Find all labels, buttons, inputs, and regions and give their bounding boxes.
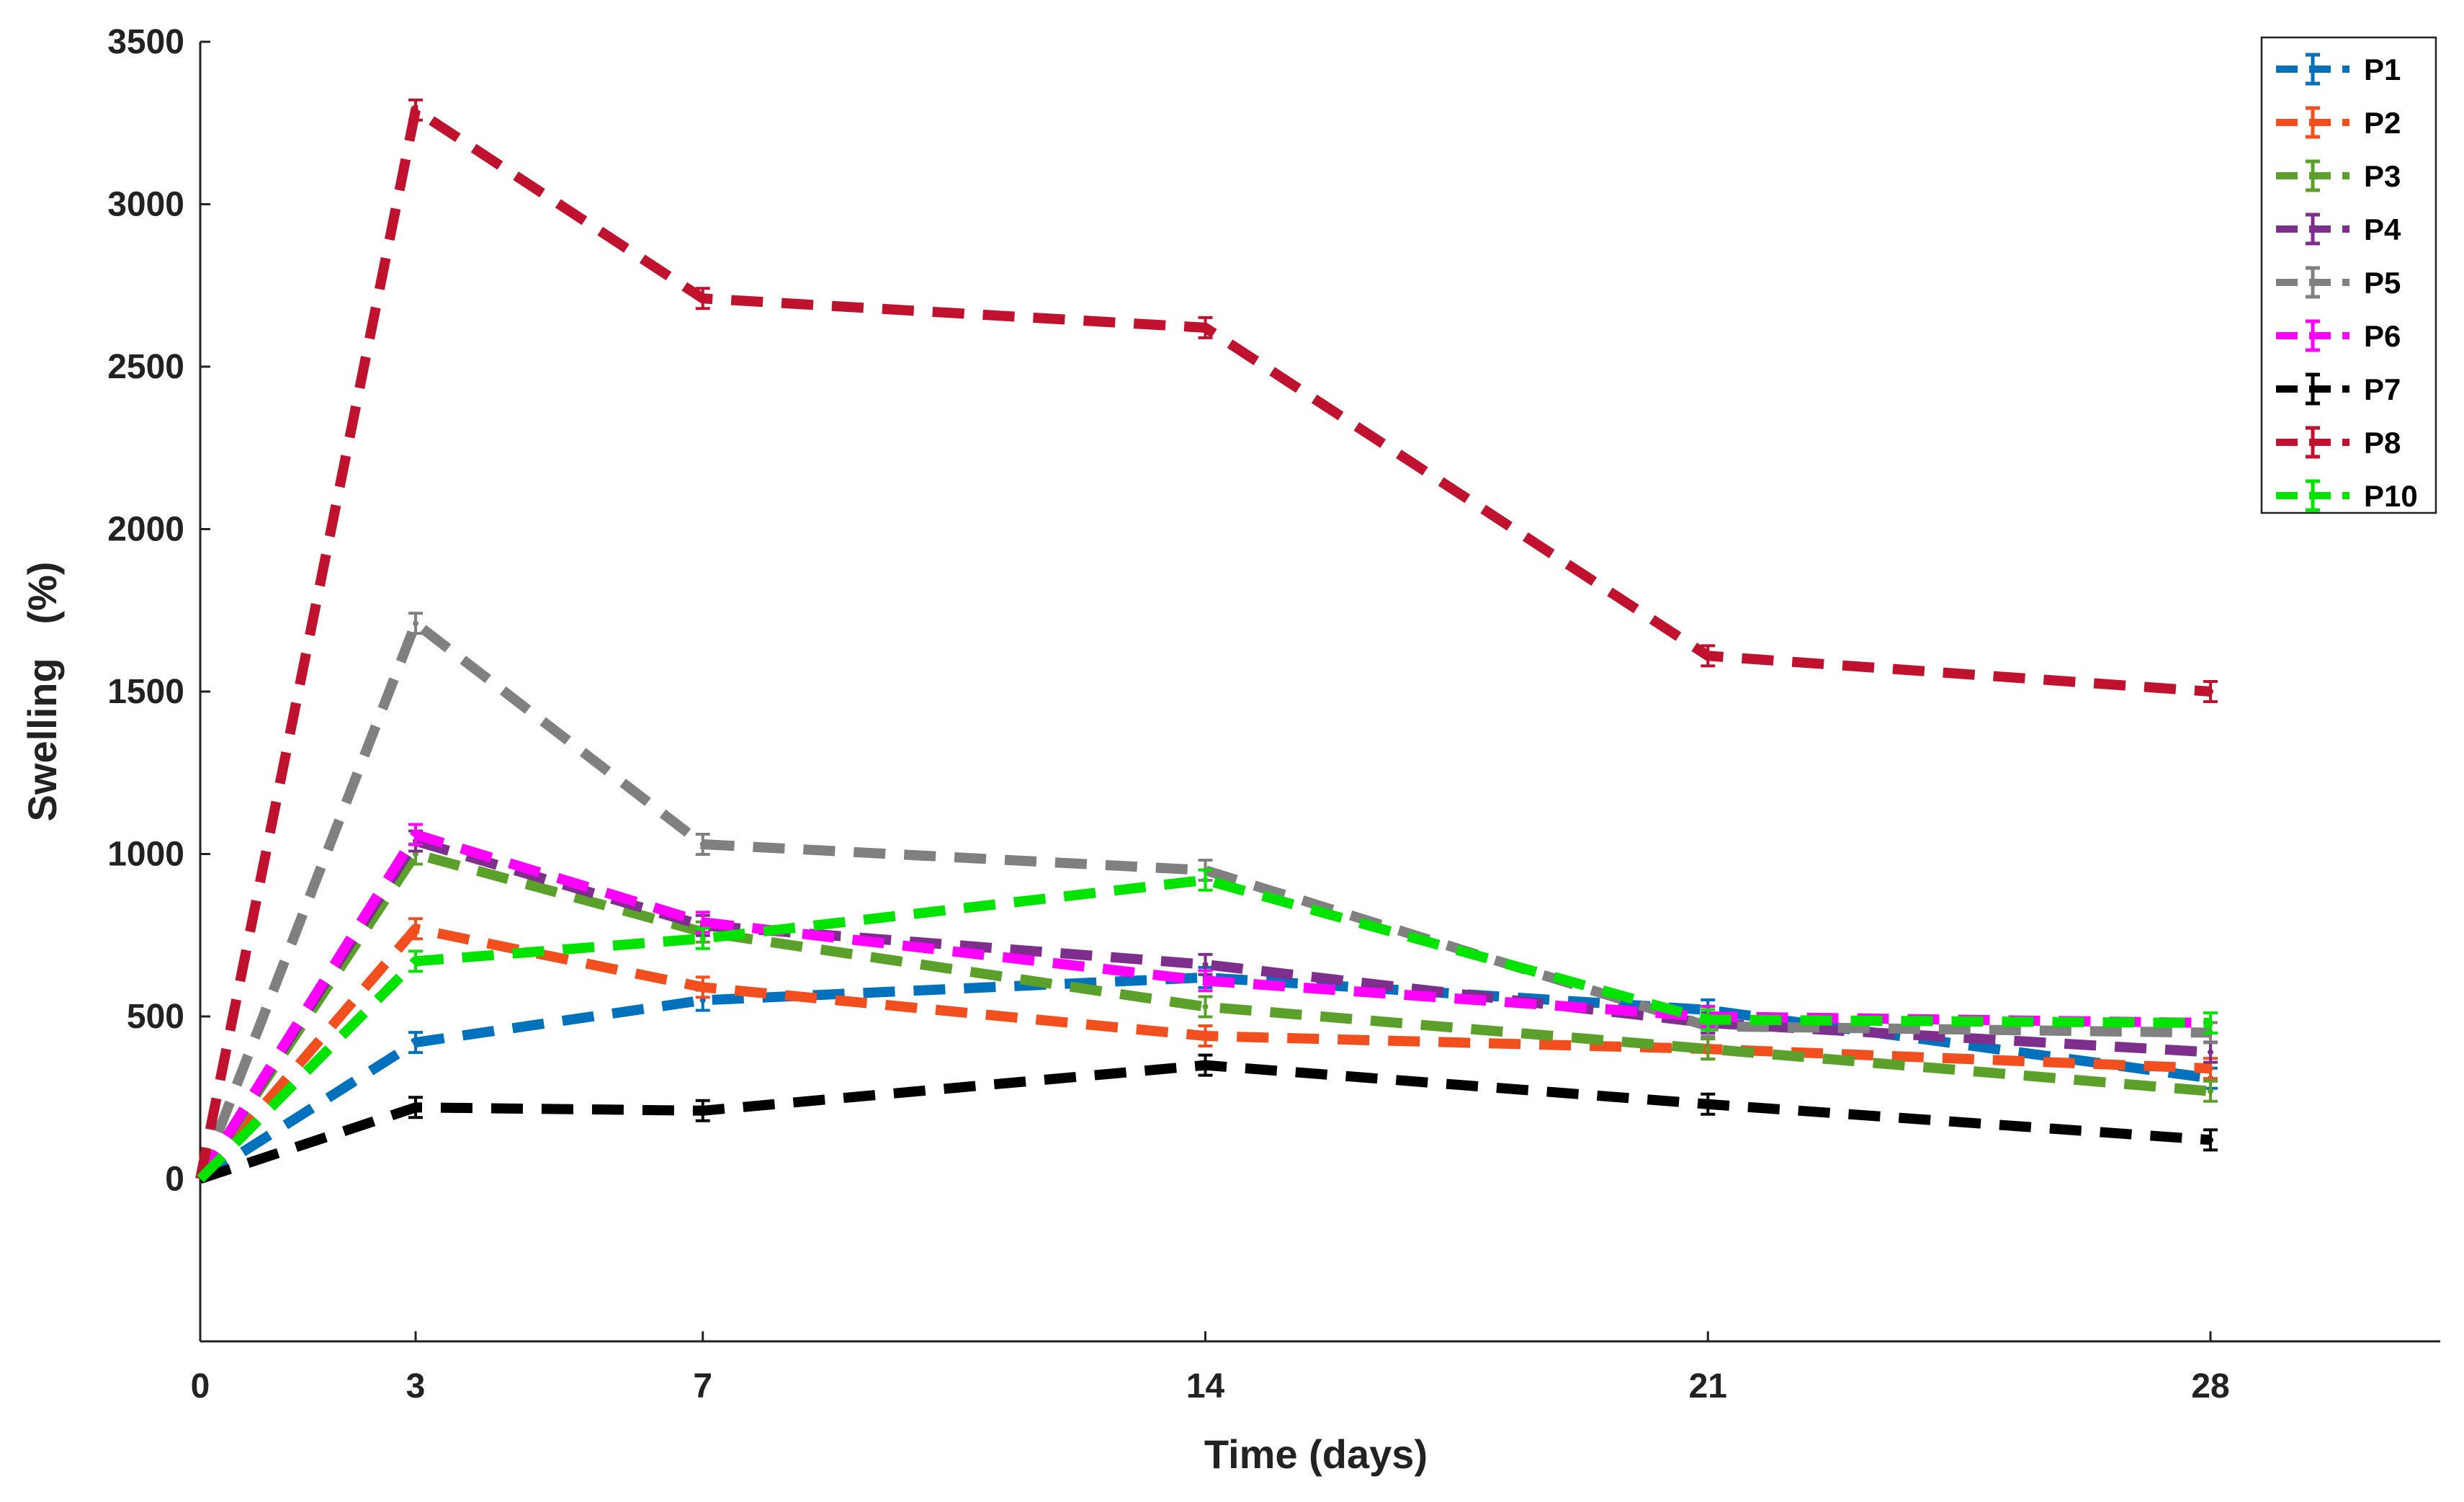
- x-tick-label: 28: [2191, 1367, 2229, 1405]
- data-point-p10: [413, 958, 419, 965]
- legend-label-p2: P2: [2364, 106, 2401, 140]
- y-tick-label: 2000: [107, 511, 184, 549]
- data-point-p2: [699, 984, 706, 991]
- data-point-p10: [1202, 877, 1209, 883]
- y-tick-label: 3500: [107, 23, 184, 61]
- legend-label-p4: P4: [2364, 213, 2401, 246]
- data-point-p5: [699, 841, 706, 847]
- series-line-p5: [195, 618, 2211, 1181]
- series-line-p10: [197, 875, 2211, 1183]
- legend-label-p6: P6: [2364, 319, 2401, 353]
- data-point-p4: [1202, 961, 1209, 967]
- data-point-p8: [1202, 324, 1209, 331]
- data-point-p10: [2208, 1020, 2214, 1027]
- y-tick-label: 3000: [107, 186, 184, 224]
- series-line-p1: [197, 972, 2211, 1184]
- legend-entry-p3: P3: [2276, 159, 2401, 193]
- data-point-p3: [1705, 1046, 1711, 1052]
- legend-entry-p6: P6: [2276, 319, 2401, 353]
- data-point-p7: [413, 1104, 419, 1111]
- data-point-p3: [1202, 1003, 1209, 1010]
- y-tick-label: 1000: [107, 836, 184, 874]
- data-point-p6: [413, 831, 419, 838]
- data-point-p10: [1705, 1016, 1711, 1023]
- data-point-p5: [413, 620, 419, 627]
- legend-entry-p2: P2: [2276, 106, 2401, 140]
- series-line-p3: [196, 849, 2211, 1182]
- data-point-p8: [1705, 653, 1711, 659]
- legend-entry-p10: P10: [2276, 479, 2418, 513]
- data-point-p1: [699, 997, 706, 1003]
- y-tick-label: 2500: [107, 348, 184, 386]
- data-point-p6: [1202, 978, 1209, 984]
- legend-entry-p8: P8: [2276, 426, 2401, 460]
- x-ticks: 0 3 7 14 21 28: [191, 1331, 2230, 1405]
- legend-entry-p1: P1: [2276, 53, 2401, 86]
- data-point-p10: [699, 935, 706, 942]
- x-tick-label: 7: [693, 1367, 712, 1405]
- y-tick-label: 0: [165, 1161, 184, 1199]
- x-axis-title: Time (days): [1204, 1431, 1428, 1477]
- series-p10: [197, 868, 2218, 1183]
- y-axis-title: Swelling (%): [19, 562, 65, 822]
- legend-label-p5: P5: [2364, 266, 2401, 300]
- legend-entry-p5: P5: [2276, 266, 2401, 300]
- legend-entry-p7: P7: [2276, 372, 2401, 406]
- legend-entry-p4: P4: [2276, 213, 2401, 246]
- data-point-p3: [413, 851, 419, 857]
- data-point-p4: [2208, 1049, 2214, 1055]
- x-tick-label: 21: [1689, 1367, 1727, 1405]
- y-tick-label: 1500: [107, 673, 184, 711]
- series-line-p7: [198, 1060, 2211, 1184]
- data-point-p3: [2208, 1088, 2214, 1094]
- series-p7: [198, 1053, 2218, 1184]
- data-point-p7: [1705, 1101, 1711, 1107]
- legend-label-p3: P3: [2364, 159, 2401, 193]
- data-point-p1: [413, 1040, 419, 1046]
- data-point-p6: [699, 919, 706, 926]
- data-point-p2: [1202, 1033, 1209, 1040]
- data-point-p8: [413, 107, 419, 113]
- legend-label-p10: P10: [2364, 479, 2418, 513]
- legend-label-p7: P7: [2364, 372, 2401, 406]
- x-tick-label: 3: [406, 1367, 426, 1405]
- data-point-p8: [699, 295, 706, 302]
- data-point-p7: [2208, 1137, 2214, 1143]
- data-point-p7: [699, 1107, 706, 1114]
- data-point-p7: [1202, 1062, 1209, 1068]
- y-tick-label: 500: [127, 998, 184, 1036]
- series-p8: [195, 98, 2218, 1180]
- data-point-p2: [413, 926, 419, 932]
- legend-box: [2260, 36, 2437, 514]
- y-ticks: 0 500 1000 1500 2000 2500 3000 3500: [107, 23, 210, 1199]
- series-group: [195, 98, 2218, 1184]
- legend-label-p8: P8: [2364, 426, 2401, 460]
- legend: P1 P2 P3 P4 P5 P6 P7 P8 P10: [2260, 36, 2437, 514]
- data-point-p8: [2208, 689, 2214, 694]
- series-line-p6: [196, 829, 2211, 1182]
- x-tick-label: 0: [191, 1367, 210, 1405]
- data-point-p2: [2208, 1065, 2214, 1072]
- series-line-p8: [195, 104, 2211, 1180]
- x-tick-label: 14: [1186, 1367, 1225, 1405]
- legend-label-p1: P1: [2364, 53, 2401, 86]
